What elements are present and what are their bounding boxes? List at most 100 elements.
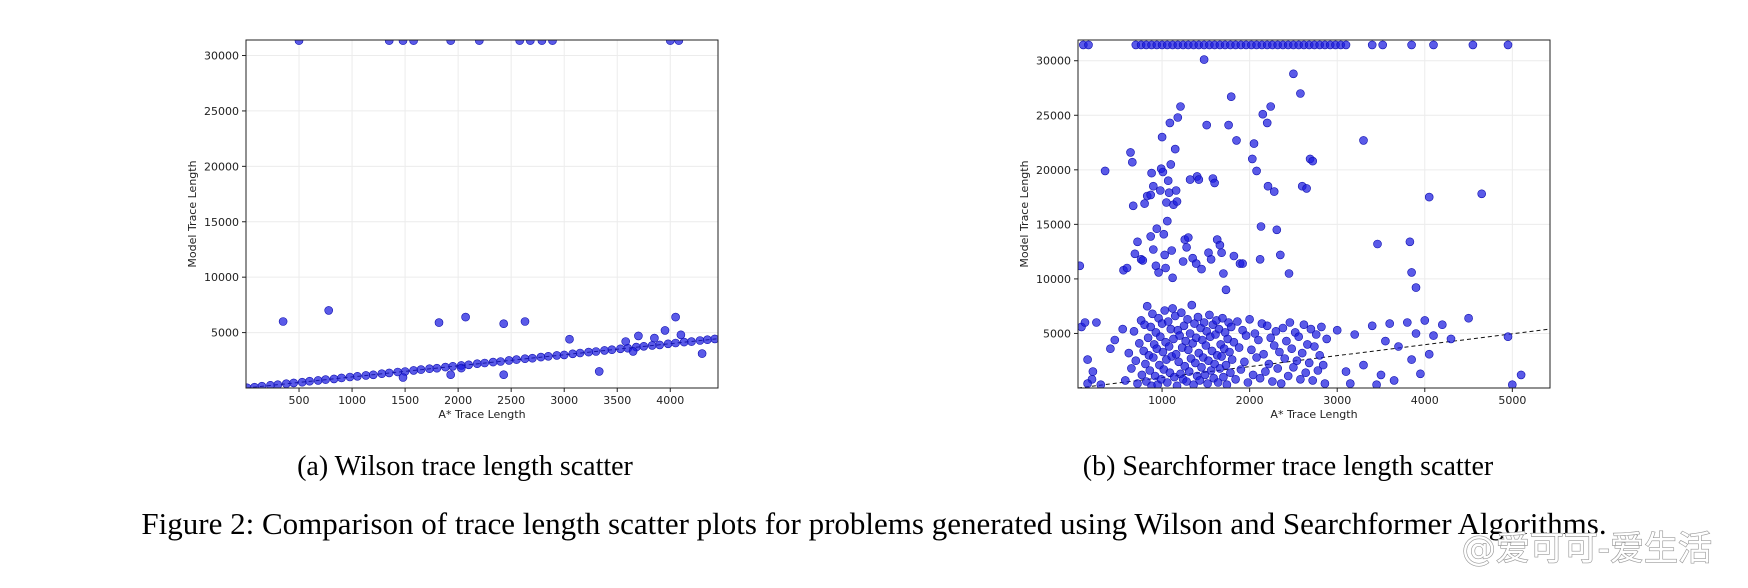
panel-a-data-point [594, 367, 604, 376]
panel-a-y-tick-label: 10000 [204, 271, 239, 284]
panel-a-data-point [294, 40, 304, 45]
panel-b-data-point [1187, 300, 1197, 310]
panel-a-data-point [559, 350, 569, 360]
panel-b-data-point [1163, 216, 1172, 226]
panel-b-data-point [1224, 120, 1233, 130]
panel-b-data-point [1503, 332, 1513, 342]
panel-b-data-point [1200, 370, 1210, 380]
panel-b-data-point [1176, 102, 1185, 111]
panel-b-data-point [1407, 40, 1416, 50]
panel-b-data-point [1503, 40, 1513, 50]
panel-a-data-point [475, 40, 484, 45]
panel-b-data-point [1233, 317, 1242, 326]
panel-b-data-point [1226, 368, 1235, 378]
panel-b-y-tick-label: 30000 [1036, 55, 1071, 68]
panel-b-data-point [1206, 254, 1216, 264]
panel-b-data-point [1131, 356, 1141, 366]
panel-b-data-point [1083, 355, 1092, 364]
panel-b-y-tick-label: 10000 [1036, 273, 1071, 286]
panel-b-data-point [1146, 322, 1155, 332]
panel-b-data-point [1263, 181, 1273, 191]
panel-b-data-point [1234, 343, 1244, 352]
panel-b-data-point [1121, 376, 1130, 385]
panel-b-data-point [1229, 251, 1239, 261]
panel-b-data-point [1311, 330, 1321, 339]
panel-a-x-tick-label: 3500 [603, 394, 631, 407]
figure-caption: Figure 2: Comparison of trace length sca… [141, 506, 1606, 541]
panel-b-data-point [1172, 197, 1182, 206]
panel-b-data-point [1332, 325, 1342, 335]
panel-b-data-point [1149, 353, 1158, 362]
panel-a-data-point [446, 370, 456, 380]
panel-a-data-point [512, 355, 521, 364]
panel-a-x-tick-label: 2000 [444, 394, 472, 407]
panel-b-data-point [1092, 318, 1101, 327]
panel-a-data-point [520, 354, 530, 364]
panel-b-data-point [1197, 362, 1206, 372]
panel-a-data-point [499, 319, 509, 329]
panel-b-data-point [1145, 366, 1155, 375]
panel-b-data-point [1248, 154, 1257, 164]
panel-b-data-point [1429, 40, 1438, 50]
panel-a-data-point [687, 337, 696, 346]
panel-b-data-point [1266, 333, 1275, 343]
panel-b-data-point [1376, 370, 1386, 380]
panel-a-data-point [282, 379, 291, 388]
panel-a-data-point [526, 40, 535, 45]
panel-b-data-point [1416, 369, 1425, 379]
panel-a-data-point [515, 40, 524, 45]
panel-b-data-point [1182, 377, 1191, 386]
panel-b-data-point [1194, 175, 1204, 184]
panel-b-plot-frame [1077, 39, 1551, 389]
panel-b-data-point [1378, 40, 1387, 50]
panel-a-data-point [703, 335, 712, 345]
panel-b-data-point [1359, 360, 1368, 370]
panel-b-data-point [1373, 239, 1382, 249]
panel-a-data-point [278, 317, 288, 326]
panel-a-data-point [297, 377, 307, 387]
panel-a-data-point [496, 357, 505, 366]
panel-b-x-tick-label: 3000 [1323, 394, 1351, 407]
panel-a-data-point [536, 352, 546, 362]
panel-b-data-point [1276, 379, 1286, 388]
panel-b-data-point [1149, 245, 1158, 254]
panel-a-wilson-scatter: 500 1000 1500 2000 2500 3000 3500 4000 5000 10000… [186, 39, 719, 421]
panel-b-data-point [1254, 335, 1263, 345]
panel-b-data-point [1264, 359, 1274, 369]
panel-b-caption: (b) Searchformer trace length scatter [1083, 451, 1494, 482]
panel-b-data-point [1256, 222, 1266, 231]
panel-b-data-point [1287, 344, 1296, 354]
panel-b-data-point [1154, 268, 1163, 277]
panel-b-data-point [1163, 378, 1172, 387]
panel-b-data-point [1218, 313, 1227, 323]
panel-b-data-point [1215, 240, 1225, 250]
panel-a-data-point [337, 373, 346, 383]
panel-b-data-point [1161, 263, 1170, 273]
panel-b-data-point [1118, 324, 1127, 334]
panel-b-data-point [1389, 376, 1399, 385]
panel-b-data-point [1320, 379, 1330, 388]
panel-b-data-point [1341, 40, 1351, 50]
panel-a-data-point [448, 361, 458, 371]
panel-a-y-axis-label: Model Trace Length [186, 160, 199, 267]
panel-b-data-point [1078, 261, 1085, 271]
panel-a-data-point [305, 376, 314, 386]
panel-a-data-point [676, 330, 686, 340]
panel-b-data-point [1350, 330, 1359, 339]
panel-b-data-point [1163, 176, 1173, 185]
panel-b-data-point [1199, 55, 1209, 64]
panel-b-data-point [1308, 376, 1317, 385]
panel-b-data-point [1289, 69, 1298, 79]
panel-a-data-point [695, 336, 705, 345]
panel-b-data-point [1317, 322, 1326, 332]
panel-a-y-tick-label: 30000 [204, 50, 239, 63]
panel-b-data-point [1205, 310, 1214, 320]
panel-a-data-point [671, 312, 680, 322]
panel-b-data-point [1245, 314, 1254, 324]
panel-b-data-point [1190, 319, 1199, 328]
panel-b-data-point [1185, 175, 1195, 184]
panel-b-data-point [1280, 354, 1289, 363]
panel-a-data-point [461, 312, 470, 322]
panel-b-data-point [1195, 376, 1204, 385]
panel-b-data-point [1381, 336, 1390, 346]
